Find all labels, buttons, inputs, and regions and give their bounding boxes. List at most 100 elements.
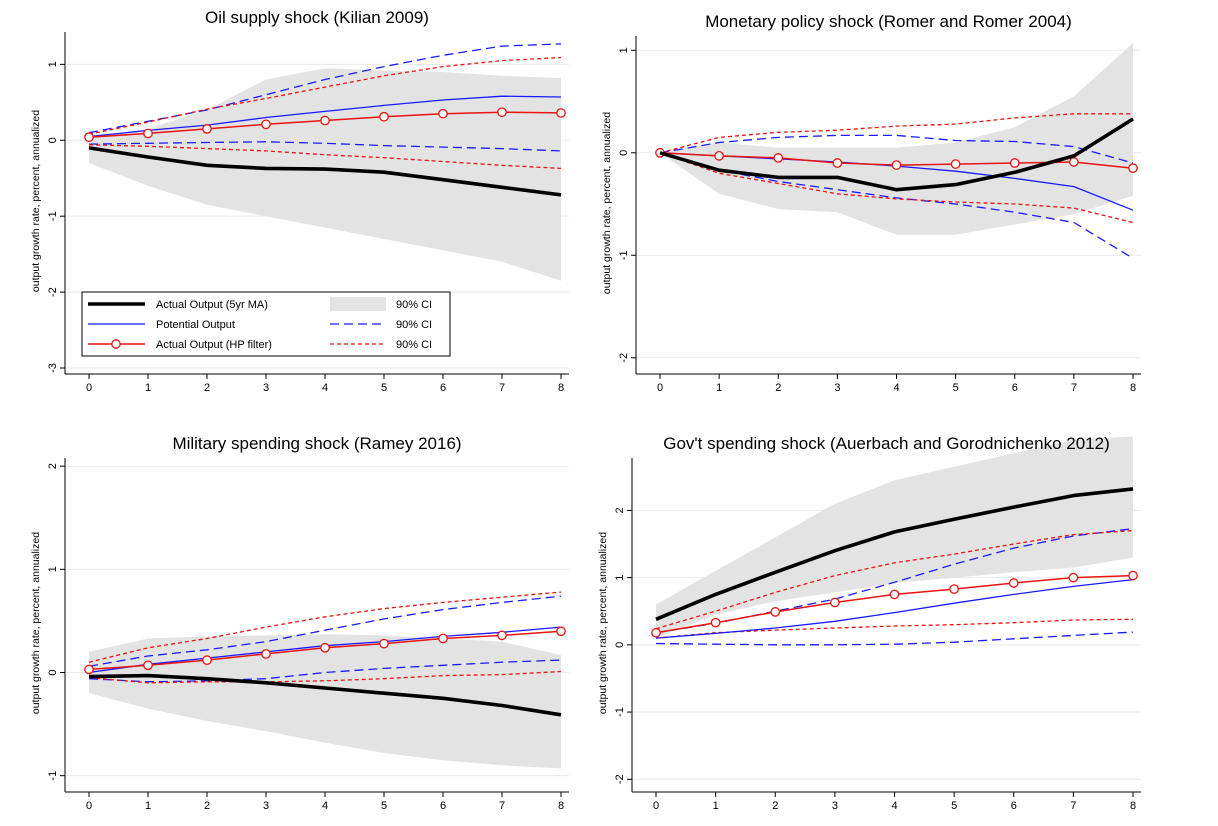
- hp-marker: [832, 158, 843, 168]
- hp-marker: [556, 108, 566, 118]
- x-tick-label: 7: [499, 800, 505, 812]
- x-tick-label: 0: [86, 382, 92, 394]
- y-tick-label: 1: [47, 566, 59, 572]
- hp-marker: [773, 153, 784, 163]
- x-tick-label: 4: [322, 382, 328, 394]
- series-line-ci_blue: [659, 134, 1134, 164]
- y-tick-label: -2: [614, 774, 626, 784]
- x-tick-label: 8: [1130, 382, 1136, 394]
- x-tick-label: 6: [1012, 382, 1018, 394]
- panel-4: -2 -1 0 1 2 0 1 2 3 4 5 6 7 8 output growth rate, perc…: [597, 434, 1141, 812]
- x-tick-label: 3: [834, 382, 840, 394]
- x-tick-label: 8: [558, 382, 564, 394]
- hp-marker: [949, 584, 959, 594]
- series-line-ci_blue: [659, 152, 1134, 259]
- legend-label: 90% CI: [396, 339, 432, 351]
- hp-marker: [320, 642, 330, 653]
- x-tick-label: 3: [832, 800, 838, 812]
- x-tick-label: 1: [716, 382, 722, 394]
- x-tick-label: 8: [558, 800, 564, 812]
- x-tick-label: 8: [1130, 800, 1136, 812]
- hp-marker: [556, 626, 566, 637]
- y-tick-label: -3: [47, 363, 59, 373]
- x-tick-label: 3: [263, 382, 269, 394]
- y-tick-label: 0: [618, 150, 630, 156]
- y-tick-label: 0: [47, 137, 59, 143]
- series-line-ci_blue: [88, 141, 562, 152]
- x-tick-label: 6: [440, 382, 446, 394]
- hp-marker: [1069, 157, 1079, 167]
- hp-marker: [202, 124, 212, 134]
- series-line-ci_blue: [655, 631, 1134, 646]
- x-tick-label: 2: [772, 800, 778, 812]
- series-line-actual5: [88, 146, 562, 197]
- hp-marker: [1128, 163, 1138, 174]
- series-line-ci_red: [88, 591, 562, 663]
- series-line-actual5: [655, 487, 1134, 621]
- series-line-potential: [655, 578, 1134, 639]
- x-tick-label: 3: [263, 800, 269, 812]
- panel-3: -1 0 1 2 0 1 2 3 4 5 6 7 8 output growth rate, percen…: [30, 434, 569, 812]
- panel-title: Gov't spending shock (Auerbach and Gorod…: [663, 434, 1109, 453]
- series-line-ci_red: [88, 56, 562, 135]
- hp-marker: [1009, 158, 1020, 168]
- hp-marker: [143, 128, 153, 139]
- series-line-actual5: [659, 117, 1134, 192]
- hp-marker: [714, 151, 724, 161]
- x-tick-label: 5: [951, 800, 957, 812]
- hp-marker: [379, 638, 389, 649]
- hp-marker: [320, 115, 330, 126]
- hp-marker: [497, 107, 507, 118]
- hp-marker: [84, 132, 94, 143]
- series-line-ci_blue: [655, 527, 1134, 634]
- y-tick-label: 0: [47, 669, 59, 675]
- y-tick-label: -1: [47, 771, 59, 781]
- legend-marker: [111, 339, 121, 349]
- panel-title: Monetary policy shock (Romer and Romer 2…: [705, 12, 1072, 31]
- x-tick-label: 6: [440, 800, 446, 812]
- legend-label: 90% CI: [396, 319, 432, 331]
- x-tick-label: 2: [204, 382, 210, 394]
- panel-title: Military spending shock (Ramey 2016): [172, 434, 461, 453]
- y-tick-label: -1: [618, 250, 630, 260]
- y-axis-title: output growth rate, percent, annualized: [30, 532, 42, 714]
- y-tick-label: 2: [614, 507, 626, 513]
- legend-key-ci-band: [330, 297, 386, 311]
- hp-marker: [1008, 578, 1019, 588]
- ci-band: [89, 634, 561, 769]
- y-tick-label: 2: [47, 463, 59, 469]
- x-tick-label: 2: [775, 382, 781, 394]
- x-tick-label: 1: [713, 800, 719, 812]
- y-tick-label: -1: [47, 211, 59, 221]
- x-tick-label: 7: [499, 382, 505, 394]
- x-tick-label: 2: [204, 800, 210, 812]
- legend-label: Potential Output: [156, 319, 235, 331]
- y-tick-label: -2: [618, 353, 630, 363]
- x-tick-label: 7: [1070, 800, 1076, 812]
- x-tick-label: 4: [322, 800, 328, 812]
- legend-label: Actual Output (5yr MA): [156, 299, 268, 311]
- x-tick-label: 4: [893, 382, 899, 394]
- hp-marker: [143, 660, 153, 671]
- hp-marker: [830, 597, 840, 608]
- y-axis-title: output growth rate, percent, annualized: [601, 112, 613, 294]
- legend: Actual Output (5yr MA) Potential Output Ac…: [81, 291, 451, 357]
- hp-marker: [950, 159, 961, 169]
- hp-marker: [497, 630, 507, 641]
- ci-band: [89, 68, 561, 281]
- y-tick-label: -1: [614, 707, 626, 717]
- y-tick-label: -2: [47, 287, 59, 297]
- hp-marker: [84, 664, 94, 675]
- series-line-ci_blue: [88, 659, 562, 683]
- y-axis-title: output growth rate, percent, annualized: [597, 532, 609, 714]
- series-line-ci_red: [655, 618, 1134, 639]
- hp-marker: [261, 649, 271, 659]
- x-tick-label: 0: [657, 382, 663, 394]
- x-tick-label: 0: [86, 800, 92, 812]
- series-line-potential: [88, 95, 562, 138]
- legend-label: 90% CI: [396, 299, 432, 311]
- hp-marker: [379, 111, 389, 122]
- panel-2: -2 -1 0 1 0 1 2 3 4 5 6 7 8 output growth rate, perce…: [601, 12, 1141, 394]
- hp-marker: [438, 108, 448, 119]
